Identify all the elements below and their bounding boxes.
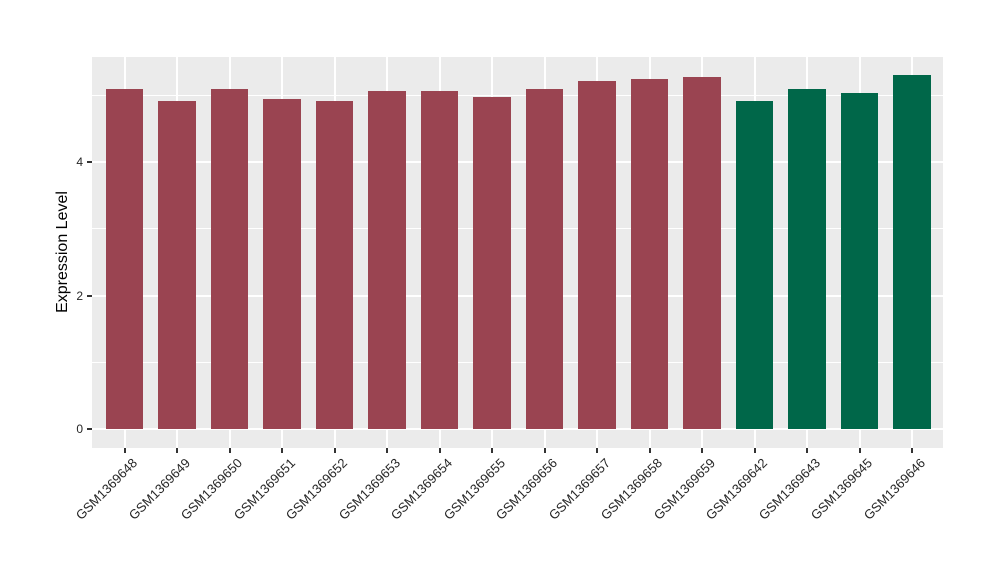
- y-tick-label: 2: [76, 288, 83, 303]
- x-tick-mark: [701, 448, 703, 453]
- x-tick-mark: [596, 448, 598, 453]
- bar-GSM1369654: [420, 91, 459, 429]
- plot-panel: [92, 57, 943, 448]
- y-major-gridline: [92, 161, 943, 163]
- x-tick-mark: [648, 448, 651, 453]
- bar-GSM1369648: [105, 89, 144, 429]
- bar-GSM1369651: [263, 98, 301, 429]
- bar-GSM1369646: [893, 74, 931, 429]
- bar-GSM1369659: [683, 76, 721, 429]
- bar-GSM1369643: [788, 88, 826, 429]
- y-tick-mark: [87, 428, 92, 430]
- bar-GSM1369645: [840, 92, 879, 429]
- x-tick-mark: [123, 448, 126, 453]
- x-tick-mark: [911, 448, 913, 453]
- x-tick-mark: [753, 448, 756, 453]
- x-tick-mark: [438, 448, 441, 453]
- x-tick-mark: [281, 448, 283, 453]
- y-minor-gridline: [92, 361, 943, 363]
- bar-GSM1369650: [210, 88, 249, 429]
- x-tick-mark: [176, 448, 178, 453]
- y-tick-label: 0: [76, 422, 83, 436]
- x-tick-mark: [491, 448, 493, 453]
- bar-GSM1369657: [578, 81, 616, 429]
- x-tick-mark: [228, 448, 231, 453]
- bar-GSM1369642: [735, 100, 774, 429]
- bar-GSM1369658: [630, 79, 669, 429]
- y-minor-gridline: [92, 228, 943, 230]
- y-major-gridline: [92, 294, 943, 297]
- y-minor-gridline: [92, 94, 943, 96]
- x-tick-mark: [333, 448, 336, 453]
- bar-GSM1369655: [473, 96, 511, 429]
- bar-GSM1369656: [525, 89, 564, 429]
- x-tick-mark: [543, 448, 546, 453]
- y-major-gridline: [92, 428, 943, 430]
- bar-GSM1369649: [158, 101, 196, 429]
- x-tick-mark: [806, 448, 808, 453]
- y-tick-mark: [87, 294, 92, 297]
- y-tick-mark: [87, 161, 92, 163]
- y-tick-label: 4: [76, 155, 83, 169]
- bar-GSM1369653: [368, 90, 406, 429]
- x-tick-mark: [386, 448, 388, 453]
- bar-GSM1369652: [315, 100, 354, 429]
- x-tick-mark: [858, 448, 861, 453]
